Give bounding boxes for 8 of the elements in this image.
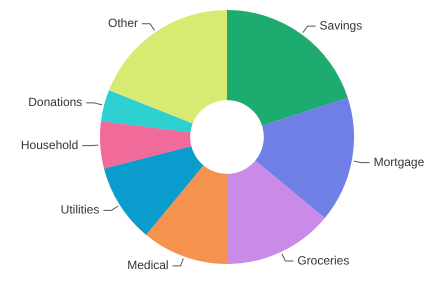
slice-label: Donations [28,95,82,110]
slice-label: Groceries [297,253,350,268]
slice-label: Mortgage [374,154,425,169]
slice-label: Other [108,16,138,30]
slice-label: Utilities [60,202,100,217]
slice-label: Medical [127,258,169,272]
slice-label: Household [20,138,78,152]
slice-label: Savings [320,18,362,32]
